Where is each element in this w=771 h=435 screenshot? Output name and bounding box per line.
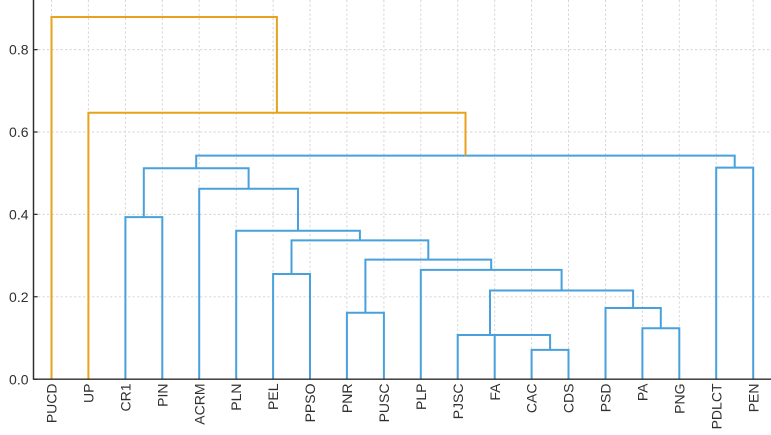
svg-text:0.6: 0.6 bbox=[9, 124, 29, 140]
svg-text:PJSC: PJSC bbox=[450, 384, 466, 420]
svg-text:PSD: PSD bbox=[598, 384, 614, 413]
svg-text:PEL: PEL bbox=[265, 383, 281, 410]
svg-text:PIN: PIN bbox=[154, 384, 170, 407]
svg-text:PNR: PNR bbox=[339, 384, 355, 414]
svg-text:PLP: PLP bbox=[413, 384, 429, 410]
svg-text:0.4: 0.4 bbox=[9, 207, 29, 223]
svg-text:PNG: PNG bbox=[671, 384, 687, 414]
svg-text:PPSO: PPSO bbox=[302, 383, 318, 422]
svg-text:UP: UP bbox=[81, 384, 97, 403]
svg-text:0.2: 0.2 bbox=[9, 289, 29, 305]
svg-text:CAC: CAC bbox=[524, 384, 540, 414]
svg-text:PLN: PLN bbox=[228, 384, 244, 411]
svg-text:PUSC: PUSC bbox=[376, 384, 392, 423]
svg-text:PDLCT: PDLCT bbox=[708, 383, 724, 429]
svg-text:0.0: 0.0 bbox=[9, 371, 29, 387]
svg-text:PEN: PEN bbox=[745, 384, 761, 413]
svg-text:FA: FA bbox=[487, 383, 503, 401]
svg-text:CDS: CDS bbox=[561, 384, 577, 414]
svg-text:PUCD: PUCD bbox=[44, 384, 60, 424]
svg-text:0.8: 0.8 bbox=[9, 42, 29, 58]
svg-text:CR1: CR1 bbox=[118, 383, 134, 411]
svg-text:PA: PA bbox=[635, 383, 651, 401]
svg-text:ACRM: ACRM bbox=[191, 384, 207, 425]
